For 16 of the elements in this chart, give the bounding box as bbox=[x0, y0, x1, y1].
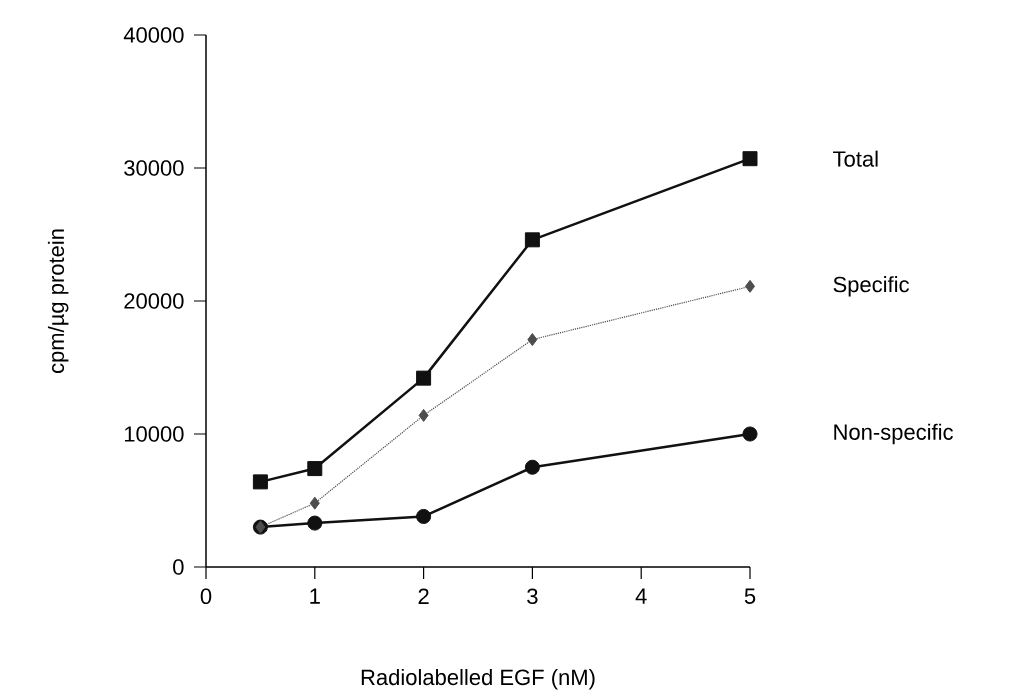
y-tick-label: 0 bbox=[173, 559, 184, 575]
x-tick-label: 4 bbox=[635, 588, 647, 604]
x-tick-label: 1 bbox=[310, 588, 320, 604]
text: Total bbox=[833, 150, 878, 167]
y-axis-title: cpm/µg protein bbox=[47, 229, 69, 374]
y-tick-label: 40000 bbox=[123, 27, 184, 43]
y-tick-label: 10000 bbox=[124, 426, 184, 442]
x-tick-label: 0 bbox=[200, 588, 212, 605]
x-tick-label: 3 bbox=[527, 588, 538, 605]
y-tick-label: 30000 bbox=[124, 160, 184, 176]
x-tick-label: 2 bbox=[418, 588, 429, 604]
x-axis-title: Radiolabelled EGF (nM) bbox=[361, 668, 595, 690]
y-tick-label: 20000 bbox=[124, 293, 184, 309]
text: Specific bbox=[833, 276, 909, 297]
text: Non-specific bbox=[834, 423, 953, 445]
x-tick-label: 5 bbox=[744, 588, 756, 604]
